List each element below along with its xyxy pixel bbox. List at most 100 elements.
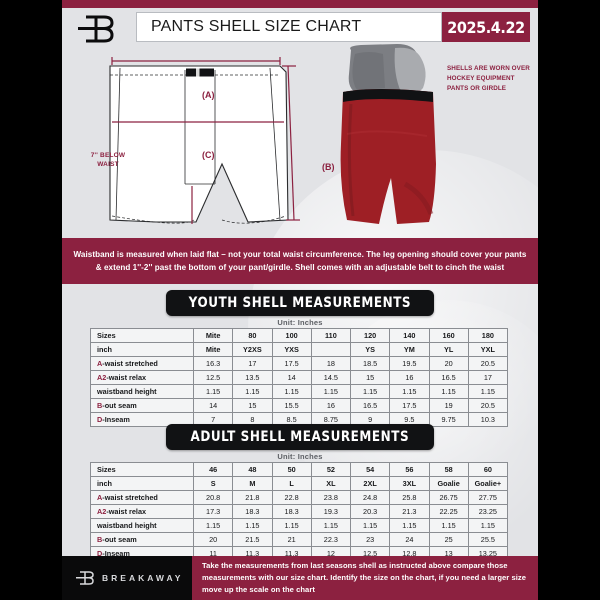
table-cell: 1.15: [467, 384, 509, 399]
table-cell: 50: [271, 462, 312, 477]
row-label: A-waist stretched: [90, 356, 194, 371]
table-cell: 1.15: [349, 384, 391, 399]
date-badge-text: 2025.4.22: [447, 17, 525, 37]
product-photo: [335, 44, 445, 234]
table-cell: 180: [467, 328, 509, 343]
table-cell: 2XL: [349, 476, 391, 491]
page-header: PANTS SHELL SIZE CHART 2025.4.22: [62, 0, 538, 43]
table-cell: 58: [428, 462, 469, 477]
table-cell: 1.15: [428, 384, 469, 399]
footer-instructions-text: Take the measurements from last seasons …: [202, 560, 526, 595]
table-cell: 16.5: [349, 398, 391, 413]
table-cell: 27.75: [467, 490, 509, 505]
youth-section-title: YOUTH SHELL MEASUREMENTS: [166, 290, 434, 316]
table-cell: 17.5: [389, 398, 430, 413]
table-cell: S: [192, 476, 234, 491]
table-cell: 21: [271, 532, 312, 547]
table-cell: Goalie+: [467, 476, 509, 491]
table-cell: YL: [428, 342, 469, 357]
table-row: waistband height 1.15 1.15 1.15 1.15 1.15 1.15…: [90, 384, 509, 399]
table-cell: 17: [467, 370, 509, 385]
table-cell: 16: [389, 370, 430, 385]
table-row: B-out seam 20 21.5 21 22.3 23 24 25 25.5: [90, 532, 509, 547]
table-cell: 1.15: [349, 518, 391, 533]
row-label: waistband height: [90, 384, 194, 399]
row-label: inch: [90, 476, 194, 491]
table-row: A2-waist relax 12.5 13.5 14 14.5 15 16 16.5 17: [90, 370, 509, 385]
photo-annotation: SHELLS ARE WORN OVER HOCKEY EQUIPMENT PA…: [447, 65, 530, 92]
table-cell: Y2XS: [232, 342, 273, 357]
row-label-prefix: B: [97, 400, 103, 410]
table-cell: 18.3: [271, 504, 312, 519]
diagram-label-c: (C): [202, 150, 215, 160]
table-cell: 21.8: [232, 490, 273, 505]
table-cell: 20.5: [467, 356, 509, 371]
table-cell: 20.8: [192, 490, 234, 505]
row-label: B-out seam: [90, 398, 194, 413]
table-row: waistband height 1.15 1.15 1.15 1.15 1.15 1.15…: [90, 518, 509, 533]
table-cell: 1.15: [271, 518, 312, 533]
table-cell: 8.5: [271, 412, 312, 427]
row-label: A-waist stretched: [90, 490, 194, 505]
footer-instructions: Take the measurements from last seasons …: [192, 556, 538, 600]
table-row: Sizes Mite 80 100 110 120 140 160 180: [90, 328, 509, 343]
table-cell: M: [232, 476, 273, 491]
table-cell: 80: [232, 328, 273, 343]
table-cell: 23: [349, 532, 391, 547]
table-cell: 18.3: [232, 504, 273, 519]
table-row: inch Mite Y2XS YXS YS YM YL YXL: [90, 342, 509, 357]
banner-text: Waistband is measured when laid flat – n…: [73, 249, 527, 272]
table-cell: 18.5: [349, 356, 391, 371]
table-cell: 8: [232, 412, 273, 427]
table-cell: 26.75: [428, 490, 469, 505]
table-cell: 56: [389, 462, 430, 477]
table-cell: 22.3: [310, 532, 352, 547]
youth-table-body: Sizes Mite 80 100 110 120 140 160 180 inch Mite Y2X…: [90, 328, 509, 427]
adult-unit-label: Unit: Inches: [277, 452, 323, 461]
table-cell: 60: [467, 462, 509, 477]
table-cell: 100: [271, 328, 312, 343]
page-footer: BREAKAWAY Take the measurements from las…: [62, 556, 538, 600]
table-cell: 12.5: [192, 370, 234, 385]
table-row: A-waist stretched 20.8 21.8 22.8 23.8 24.8 25.…: [90, 490, 509, 505]
table-cell: 21.3: [389, 504, 430, 519]
table-cell: 1.15: [192, 518, 234, 533]
table-cell: 25.5: [467, 532, 509, 547]
table-cell: 120: [349, 328, 391, 343]
diagram-label-a: (A): [202, 90, 215, 100]
row-label: A2-waist relax: [90, 504, 194, 519]
table-cell: 52: [310, 462, 352, 477]
adult-table-body: Sizes 46 48 50 52 54 56 58 60 inch S M L XL 2XL 3XL Goal…: [90, 462, 509, 561]
table-cell: 1.15: [271, 384, 312, 399]
table-cell: L: [271, 476, 312, 491]
table-cell: 1.15: [389, 518, 430, 533]
row-label-prefix: A: [97, 358, 103, 368]
row-label-prefix: D: [97, 414, 103, 424]
row-label-prefix: B: [97, 534, 103, 544]
table-cell: 16.5: [428, 370, 469, 385]
table-cell: 14: [192, 398, 234, 413]
adult-section-title-text: ADULT SHELL MEASUREMENTS: [190, 429, 410, 445]
row-label: D-Inseam: [90, 412, 194, 427]
table-cell: YS: [349, 342, 391, 357]
table-cell: 46: [192, 462, 234, 477]
row-label-prefix: A2: [97, 506, 107, 516]
table-cell: 1.15: [310, 384, 352, 399]
page-title: PANTS SHELL SIZE CHART: [136, 12, 442, 42]
table-cell: Mite: [192, 342, 234, 357]
table-cell: 25: [428, 532, 469, 547]
table-cell: 14: [271, 370, 312, 385]
table-cell: 1.15: [232, 518, 273, 533]
table-cell: XL: [310, 476, 352, 491]
table-cell: Goalie: [428, 476, 469, 491]
row-label-prefix: A: [97, 492, 103, 502]
table-cell: 15: [349, 370, 391, 385]
table-cell: 15: [232, 398, 273, 413]
row-label: waistband height: [90, 518, 194, 533]
table-row: D-Inseam 7 8 8.5 8.75 9 9.5 9.75 10.3: [90, 412, 509, 427]
table-cell: 17.3: [192, 504, 234, 519]
table-cell: 1.15: [192, 384, 234, 399]
page-title-text: PANTS SHELL SIZE CHART: [151, 18, 362, 35]
table-cell: 22.25: [428, 504, 469, 519]
table-row: A-waist stretched 16.3 17 17.5 18 18.5 19.5 20 2…: [90, 356, 509, 371]
